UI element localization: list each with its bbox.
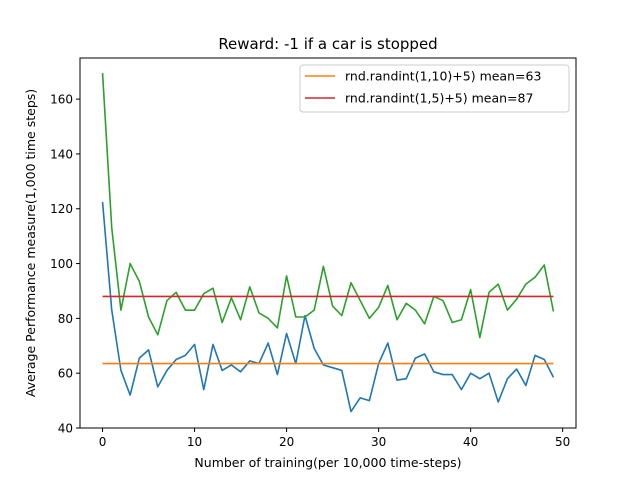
y-tick-label: 120 [50, 202, 73, 216]
legend-label-randint-1-5: rnd.randint(1,5)+5) mean=87 [345, 91, 533, 106]
y-tick-label: 80 [58, 312, 73, 326]
series-line-series-2 [101, 73, 555, 339]
x-tick-label: 20 [279, 435, 294, 449]
plot-frame [79, 57, 577, 429]
chart-title: Reward: -1 if a car is stopped [218, 35, 437, 53]
x-tick-label: 30 [371, 435, 386, 449]
x-tick-label: 40 [463, 435, 478, 449]
x-axis: 0 10 20 30 40 50 [99, 428, 570, 449]
x-axis-label: Number of training(per 10,000 time-steps… [194, 455, 461, 470]
x-tick-label: 50 [555, 435, 570, 449]
series-layer [101, 73, 555, 413]
x-tick-label: 0 [99, 435, 107, 449]
legend-label-randint-1-10: rnd.randint(1,10)+5) mean=63 [345, 69, 541, 84]
x-tick-label: 10 [187, 435, 202, 449]
y-tick-label: 60 [58, 367, 73, 381]
legend-box [299, 64, 570, 113]
y-axis: 40 60 80 100 120 140 160 [50, 93, 80, 436]
y-axis-label: Average Performance measure(1,000 time s… [23, 89, 38, 397]
series-line-series-1 [101, 201, 555, 413]
y-tick-label: 140 [50, 147, 73, 161]
y-tick-label: 100 [50, 257, 73, 271]
legend: rnd.randint(1,10)+5) mean=63 rnd.randint… [299, 64, 570, 113]
y-tick-label: 160 [50, 93, 73, 107]
y-tick-label: 40 [58, 422, 73, 436]
